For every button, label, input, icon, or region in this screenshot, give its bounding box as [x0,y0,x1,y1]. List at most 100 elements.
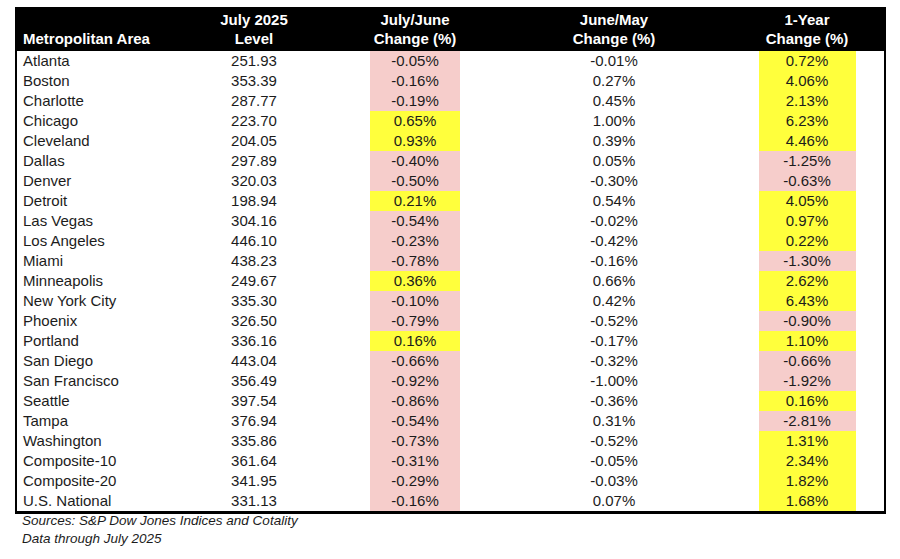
table-row: Charlotte287.77-0.19%0.45%2.13% [16,91,885,111]
negative-highlight: -0.90% [759,311,856,331]
table-row: New York City335.30-0.10%0.42%6.43% [16,291,885,311]
table-row: Detroit198.94 0.21% 0.54% 4.05% [16,191,885,211]
positive-highlight: 0.21% [370,191,460,211]
header-level-line2: Level [176,29,332,48]
june-may-change-cell: -0.16% [498,251,730,271]
level-cell: 198.94 [176,191,332,211]
one-year-change-cell: 0.22% [730,231,885,251]
level-cell: 320.03 [176,171,332,191]
negative-highlight: -2.81% [759,411,856,431]
july-june-change-cell: -0.86% [332,391,498,411]
table-footnotes: Sources: S&P Dow Jones Indices and Cotal… [22,512,298,548]
header-july-june-change: July/June Change (%) [332,7,498,51]
header-one-year-line2: Change (%) [730,29,884,48]
july-june-change-cell: -0.05% [332,51,498,71]
negative-highlight: -0.54% [370,411,460,431]
negative-highlight: -0.23% [370,231,460,251]
june-may-change-cell: 1.00% [498,111,730,131]
july-june-change-cell: 0.21% [332,191,498,211]
july-june-change-cell: -0.29% [332,471,498,491]
negative-highlight: -0.63% [759,171,856,191]
positive-highlight: 1.68% [759,491,856,511]
header-jun-may-line1: June/May [498,10,730,29]
july-june-change-cell: 0.36% [332,271,498,291]
negative-highlight: -0.16% [370,71,460,91]
positive-highlight: 2.13% [759,91,856,111]
table-row: Dallas297.89-0.40%0.05%-1.25% [16,151,885,171]
metro-area-cell: San Francisco [16,371,176,391]
table-row: Las Vegas304.16-0.54%-0.02%0.97% [16,211,885,231]
one-year-change-cell: 6.23% [730,111,885,131]
negative-highlight: -0.73% [370,431,460,451]
june-may-change-cell: 0.07% [498,491,730,513]
one-year-change-cell: 1.31% [730,431,885,451]
level-cell: 446.10 [176,231,332,251]
one-year-change-cell: -0.90% [730,311,885,331]
one-year-change-cell: -1.30% [730,251,885,271]
data-through-note: Data through July 2025 [22,530,298,548]
one-year-change-cell: 2.34% [730,451,885,471]
level-cell: 326.50 [176,311,332,331]
july-june-change-cell: -0.92% [332,371,498,391]
header-metropolitan-area-label: Metropolitan Area [23,30,150,47]
positive-highlight: 2.34% [759,451,856,471]
negative-highlight: -0.78% [370,251,460,271]
negative-highlight: -0.86% [370,391,460,411]
header-july-2025-level: July 2025 Level [176,7,332,51]
one-year-change-cell: -1.92% [730,371,885,391]
one-year-change-cell: 2.13% [730,91,885,111]
positive-highlight: 0.97% [759,211,856,231]
metro-area-cell: Charlotte [16,91,176,111]
table-row: Los Angeles446.10-0.23%-0.42%0.22% [16,231,885,251]
positive-highlight: 0.93% [370,131,460,151]
metro-area-cell: Denver [16,171,176,191]
table-row: Washington335.86-0.73%-0.52%1.31% [16,431,885,451]
header-june-may-change: June/May Change (%) [498,7,730,51]
table-row: Phoenix326.50-0.79%-0.52%-0.90% [16,311,885,331]
metro-area-cell: Composite-20 [16,471,176,491]
june-may-change-cell: 0.54% [498,191,730,211]
negative-highlight: -0.29% [370,471,460,491]
table-row: Minneapolis249.670.36%0.66%2.62% [16,271,885,291]
table-row: Cleveland204.050.93%0.39%4.46% [16,131,885,151]
july-june-change-cell: -0.50% [332,171,498,191]
june-may-change-cell: -0.30% [498,171,730,191]
june-may-change-cell: -0.03% [498,471,730,491]
june-may-change-cell: 0.31% [498,411,730,431]
metro-area-cell: Detroit [16,191,176,211]
level-cell: 287.77 [176,91,332,111]
one-year-change-cell: 1.82% [730,471,885,491]
positive-highlight: 1.31% [759,431,856,451]
metro-area-cell: Boston [16,71,176,91]
one-year-change-cell: 4.46% [730,131,885,151]
table-row: Atlanta251.93-0.05%-0.01%0.72% [16,51,885,71]
table-row: San Francisco356.49-0.92%-1.00%-1.92% [16,371,885,391]
july-june-change-cell: -0.66% [332,351,498,371]
level-cell: 297.89 [176,151,332,171]
level-cell: 331.13 [176,491,332,513]
positive-highlight: 4.05% [759,191,856,211]
positive-highlight: 0.22% [759,231,856,251]
metro-area-cell: Las Vegas [16,211,176,231]
negative-highlight: -0.66% [759,351,856,371]
metro-area-cell: Dallas [16,151,176,171]
negative-highlight: -0.05% [370,51,460,71]
positive-highlight: 4.06% [759,71,856,91]
june-may-change-cell: 0.42% [498,291,730,311]
metro-area-cell: Cleveland [16,131,176,151]
june-may-change-cell: -0.36% [498,391,730,411]
level-cell: 443.04 [176,351,332,371]
positive-highlight: 6.23% [759,111,856,131]
table-row: Composite-20341.95-0.29%-0.03%1.82% [16,471,885,491]
june-may-change-cell: -0.52% [498,311,730,331]
level-cell: 251.93 [176,51,332,71]
positive-highlight: 6.43% [759,291,856,311]
july-june-change-cell: -0.79% [332,311,498,331]
level-cell: 223.70 [176,111,332,131]
negative-highlight: -0.16% [370,491,460,511]
positive-highlight: 0.36% [370,271,460,291]
positive-highlight: 0.16% [759,391,856,411]
negative-highlight: -0.19% [370,91,460,111]
july-june-change-cell: -0.31% [332,451,498,471]
july-june-change-cell: -0.16% [332,71,498,91]
